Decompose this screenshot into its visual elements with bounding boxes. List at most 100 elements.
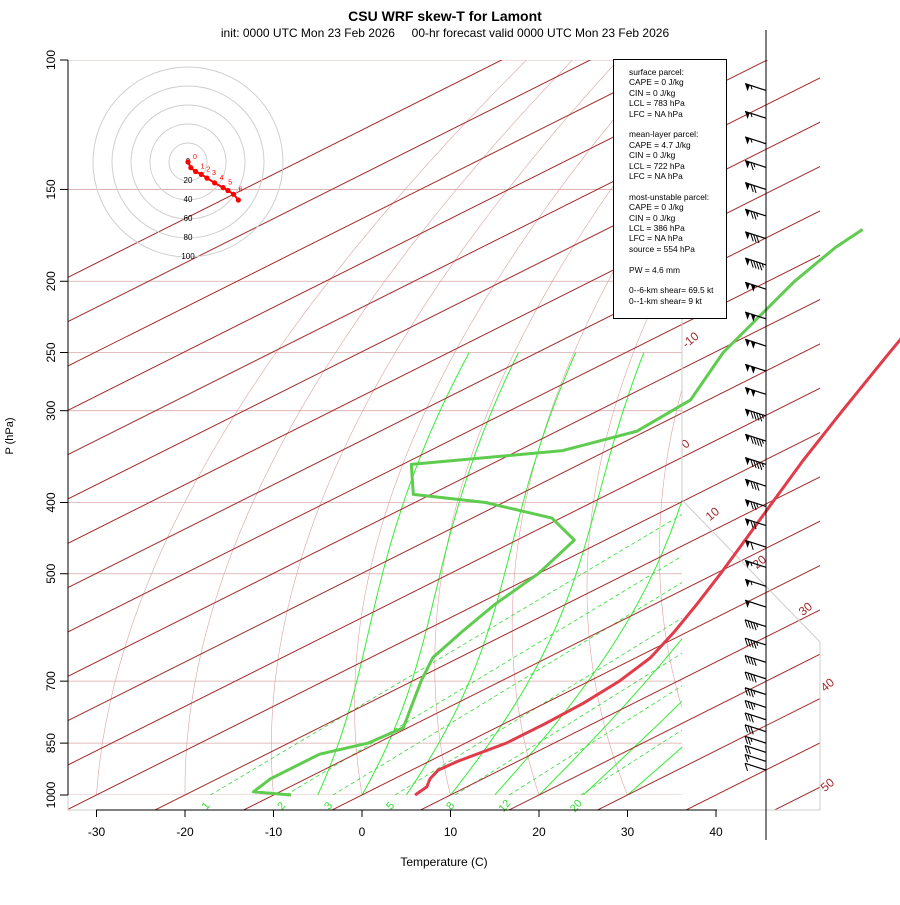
indices-box-line: CIN = 0 J/kg	[629, 213, 726, 223]
indices-box-gap	[629, 275, 726, 285]
dewpoint-line	[253, 229, 862, 795]
isotherm-line	[0, 44, 900, 811]
dry-adiabat-line	[798, 60, 900, 811]
chart-title: CSU WRF skew-T for Lamont	[348, 8, 542, 24]
indices-box-line: LFC = NA hPa	[629, 171, 726, 181]
wind-barb	[745, 600, 766, 608]
y-tick-label: 250	[44, 342, 58, 362]
hodograph-level-label: 3	[212, 170, 216, 177]
wind-barb	[745, 713, 766, 722]
isotherm-label: 10	[703, 504, 722, 524]
x-tick-label: 40	[709, 825, 723, 839]
hodograph-level-label: 0	[193, 154, 197, 161]
wind-barb	[745, 540, 766, 549]
indices-box-gap	[629, 119, 726, 129]
indices-box-line: mean-layer parcel:	[629, 129, 726, 139]
indices-box-line: 0--6-km shear= 69.5 kt	[629, 285, 726, 295]
hodograph-point	[225, 188, 230, 193]
indices-box-gap	[629, 254, 726, 264]
wind-barb	[745, 620, 766, 630]
hodograph-point	[231, 192, 236, 197]
wind-barb	[745, 656, 766, 666]
isotherm-line	[773, 44, 900, 811]
indices-box-line: PW = 4.6 mm	[629, 265, 726, 275]
indices-box-line: most-unstable parcel:	[629, 192, 726, 202]
wind-barb	[745, 746, 766, 755]
wind-barb	[745, 763, 766, 771]
x-tick-label: 0	[359, 825, 366, 839]
y-tick-label: 700	[44, 671, 58, 691]
isotherm-label: 0	[678, 436, 692, 451]
isotherm-label: 40	[818, 675, 837, 695]
indices-box-line: LCL = 722 hPa	[629, 161, 726, 171]
wind-barb	[745, 339, 766, 349]
wind-barb	[745, 688, 766, 697]
hodograph-point	[212, 180, 217, 185]
x-tick-label: 30	[621, 825, 635, 839]
wind-barb-shaft	[745, 763, 766, 770]
x-tick-label: -10	[265, 825, 283, 839]
wind-barb	[745, 232, 766, 243]
isotherm-line	[0, 44, 711, 811]
y-tick-label: 300	[44, 400, 58, 420]
indices-box-line: CAPE = 0 J/kg	[629, 202, 726, 212]
grid-lines-clip	[68, 60, 900, 811]
wind-barb	[745, 161, 766, 170]
x-axis-label: Temperature (C)	[400, 855, 487, 869]
isotherm-line	[0, 44, 900, 811]
hodograph-point	[221, 185, 226, 190]
indices-box-line: LFC = NA hPa	[629, 109, 726, 119]
isotherm-line	[0, 44, 888, 811]
hodograph-point	[188, 165, 193, 170]
y-tick-label: 200	[44, 271, 58, 291]
hodograph-point	[199, 172, 204, 177]
y-tick-label: 150	[44, 179, 58, 199]
indices-box-line: CIN = 0 J/kg	[629, 88, 726, 98]
y-tick-label: 850	[44, 733, 58, 753]
wind-barbs	[745, 30, 766, 840]
hodograph-ring-label: 80	[184, 233, 193, 242]
wind-barb	[745, 388, 766, 398]
chart-subtitle: init: 0000 UTC Mon 23 Feb 2026 00-hr for…	[221, 26, 670, 40]
isotherm-line	[0, 44, 900, 811]
indices-box-line: CAPE = 4.7 J/kg	[629, 140, 726, 150]
hodograph-point	[236, 197, 241, 202]
hodograph-ring-label: 40	[184, 195, 193, 204]
isotherm-label: 30	[796, 599, 815, 619]
dry-adiabat-line	[730, 60, 894, 811]
y-tick-label: 100	[44, 50, 58, 70]
dry-adiabat-line	[271, 60, 618, 811]
x-tick-label: -30	[88, 825, 106, 839]
hodograph-point	[185, 159, 190, 164]
indices-box-line: LFC = NA hPa	[629, 233, 726, 243]
wind-barb	[745, 500, 766, 510]
hodograph-level-label: 5	[228, 180, 232, 187]
indices-box-line: LCL = 386 hPa	[629, 223, 726, 233]
wind-barb	[745, 736, 766, 745]
hodograph-point	[193, 169, 198, 174]
mixing-ratio-line	[210, 503, 702, 795]
isotherm-line	[0, 44, 534, 811]
hodograph-level-label: 4	[220, 175, 224, 182]
hodograph-level-label: 2	[206, 166, 210, 173]
mixing-ratio-line	[286, 503, 771, 795]
indices-box-gap	[629, 181, 726, 191]
wind-barb	[745, 701, 766, 710]
isotherm-line	[862, 44, 900, 811]
isotherm-line	[0, 44, 900, 811]
wind-barb	[745, 409, 766, 421]
y-tick-label: 500	[44, 563, 58, 583]
profile-series	[253, 90, 900, 795]
isotherm-label: 50	[818, 775, 837, 795]
x-tick-label: 10	[444, 825, 458, 839]
wind-barb	[745, 434, 766, 446]
indices-box-line: CAPE = 0 J/kg	[629, 77, 726, 87]
isotherm-line	[0, 44, 900, 811]
hodograph-ring-label: 60	[184, 214, 193, 223]
hodograph-point	[204, 176, 209, 181]
